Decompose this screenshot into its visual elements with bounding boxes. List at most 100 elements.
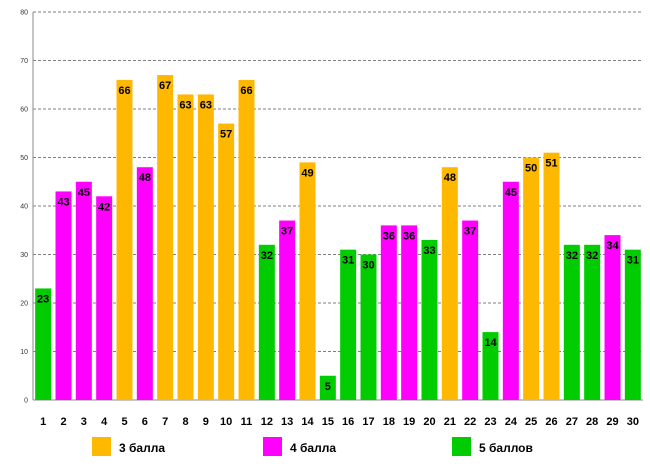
x-tick-label: 2 xyxy=(60,416,66,428)
bar-2 xyxy=(55,191,72,400)
x-tick-label: 26 xyxy=(545,416,557,428)
bar-20 xyxy=(421,239,438,400)
data-label-2: 43 xyxy=(57,196,69,208)
x-tick-label: 3 xyxy=(81,416,87,428)
data-label-9: 63 xyxy=(200,99,212,111)
y-tick-label: 70 xyxy=(20,58,28,65)
data-label-6: 48 xyxy=(139,172,151,184)
x-tick-label: 18 xyxy=(383,416,395,428)
bar-19 xyxy=(401,225,418,400)
x-tick-label: 28 xyxy=(586,416,598,428)
x-tick-label: 6 xyxy=(142,416,148,428)
legend-label-5: 5 баллов xyxy=(479,441,533,455)
x-tick-label: 20 xyxy=(423,416,435,428)
data-label-18: 36 xyxy=(383,230,395,242)
bar-3 xyxy=(75,181,92,400)
data-label-26: 51 xyxy=(545,158,557,170)
data-label-7: 67 xyxy=(159,80,171,92)
legend-swatch-5 xyxy=(452,437,471,456)
x-tick-label: 23 xyxy=(484,416,496,428)
bar-1 xyxy=(35,288,52,400)
y-tick-label: 0 xyxy=(24,398,28,405)
data-label-13: 37 xyxy=(281,226,293,238)
bar-30 xyxy=(624,249,641,400)
bar-11 xyxy=(238,79,255,401)
bar-14 xyxy=(299,162,316,400)
x-tick-label: 8 xyxy=(182,416,188,428)
bar-24 xyxy=(502,181,519,400)
x-tick-label: 22 xyxy=(464,416,476,428)
legend-label-4: 4 балла xyxy=(290,441,336,455)
y-tick-label: 80 xyxy=(20,10,28,17)
bar-25 xyxy=(523,157,540,400)
x-tick-label: 17 xyxy=(362,416,374,428)
bar-12 xyxy=(258,244,275,400)
legend: 3 балла 4 балла 5 баллов xyxy=(92,437,533,456)
y-tick-label: 10 xyxy=(20,349,28,356)
bar-27 xyxy=(563,244,580,400)
x-tick-label: 12 xyxy=(261,416,273,428)
data-label-22: 37 xyxy=(464,226,476,238)
data-label-23: 14 xyxy=(484,337,497,349)
x-tick-label: 21 xyxy=(444,416,456,428)
y-tick-label: 30 xyxy=(20,252,28,259)
bar-5 xyxy=(116,79,133,401)
y-tick-labels: 0 10 20 30 40 50 60 70 80 xyxy=(20,10,28,405)
x-tick-labels: 1 2 3 4 5 6 7 8 9 10 11 12 13 14 15 16 17 18 19 20 21 22 23 24 2… xyxy=(40,416,639,428)
legend-swatch-4 xyxy=(263,437,282,456)
data-label-4: 42 xyxy=(98,201,110,213)
x-tick-label: 29 xyxy=(606,416,618,428)
legend-label-3: 3 балла xyxy=(119,441,165,455)
x-tick-label: 5 xyxy=(121,416,127,428)
x-tick-label: 4 xyxy=(101,416,108,428)
bars xyxy=(35,75,641,401)
bar-10 xyxy=(218,123,235,401)
bar-17 xyxy=(360,254,377,400)
data-label-20: 33 xyxy=(423,245,435,257)
x-tick-label: 13 xyxy=(281,416,293,428)
data-label-25: 50 xyxy=(525,163,537,175)
bar-7 xyxy=(157,75,174,401)
bar-26 xyxy=(543,152,560,400)
data-label-12: 32 xyxy=(261,250,273,262)
data-label-8: 63 xyxy=(179,99,191,111)
data-label-30: 31 xyxy=(627,255,639,267)
y-tick-label: 50 xyxy=(20,155,28,162)
data-label-11: 66 xyxy=(240,85,252,97)
x-tick-label: 9 xyxy=(203,416,209,428)
bar-9 xyxy=(197,94,214,400)
data-label-24: 45 xyxy=(505,187,517,199)
legend-swatch-3 xyxy=(92,437,111,456)
data-label-1: 23 xyxy=(37,293,49,305)
y-tick-label: 60 xyxy=(20,107,28,114)
data-label-5: 66 xyxy=(118,85,130,97)
x-tick-label: 25 xyxy=(525,416,537,428)
grid-lines xyxy=(33,11,643,352)
data-label-19: 36 xyxy=(403,230,415,242)
data-labels: 23 43 45 42 66 48 67 63 63 57 66 32 37 49 5 31 30 36 36 33 4… xyxy=(37,80,639,393)
y-tick-label: 20 xyxy=(20,301,28,308)
bar-8 xyxy=(177,94,194,400)
bar-16 xyxy=(340,249,357,400)
x-tick-label: 30 xyxy=(627,416,639,428)
data-label-21: 48 xyxy=(444,172,456,184)
x-tick-label: 11 xyxy=(241,416,253,428)
bar-29 xyxy=(604,235,621,400)
bar-6 xyxy=(136,167,153,400)
data-label-27: 32 xyxy=(566,250,578,262)
x-tick-label: 14 xyxy=(301,416,314,428)
axes xyxy=(32,12,643,401)
x-tick-label: 19 xyxy=(403,416,415,428)
bar-21 xyxy=(441,167,458,400)
x-tick-label: 24 xyxy=(505,416,518,428)
x-tick-label: 1 xyxy=(40,416,46,428)
bar-4 xyxy=(96,196,113,400)
data-label-10: 57 xyxy=(220,129,232,141)
y-tick-label: 40 xyxy=(20,204,28,211)
bar-15 xyxy=(319,375,336,400)
data-label-14: 49 xyxy=(301,167,313,179)
x-tick-label: 10 xyxy=(220,416,232,428)
bar-23 xyxy=(482,332,499,400)
data-label-15: 5 xyxy=(325,381,331,393)
